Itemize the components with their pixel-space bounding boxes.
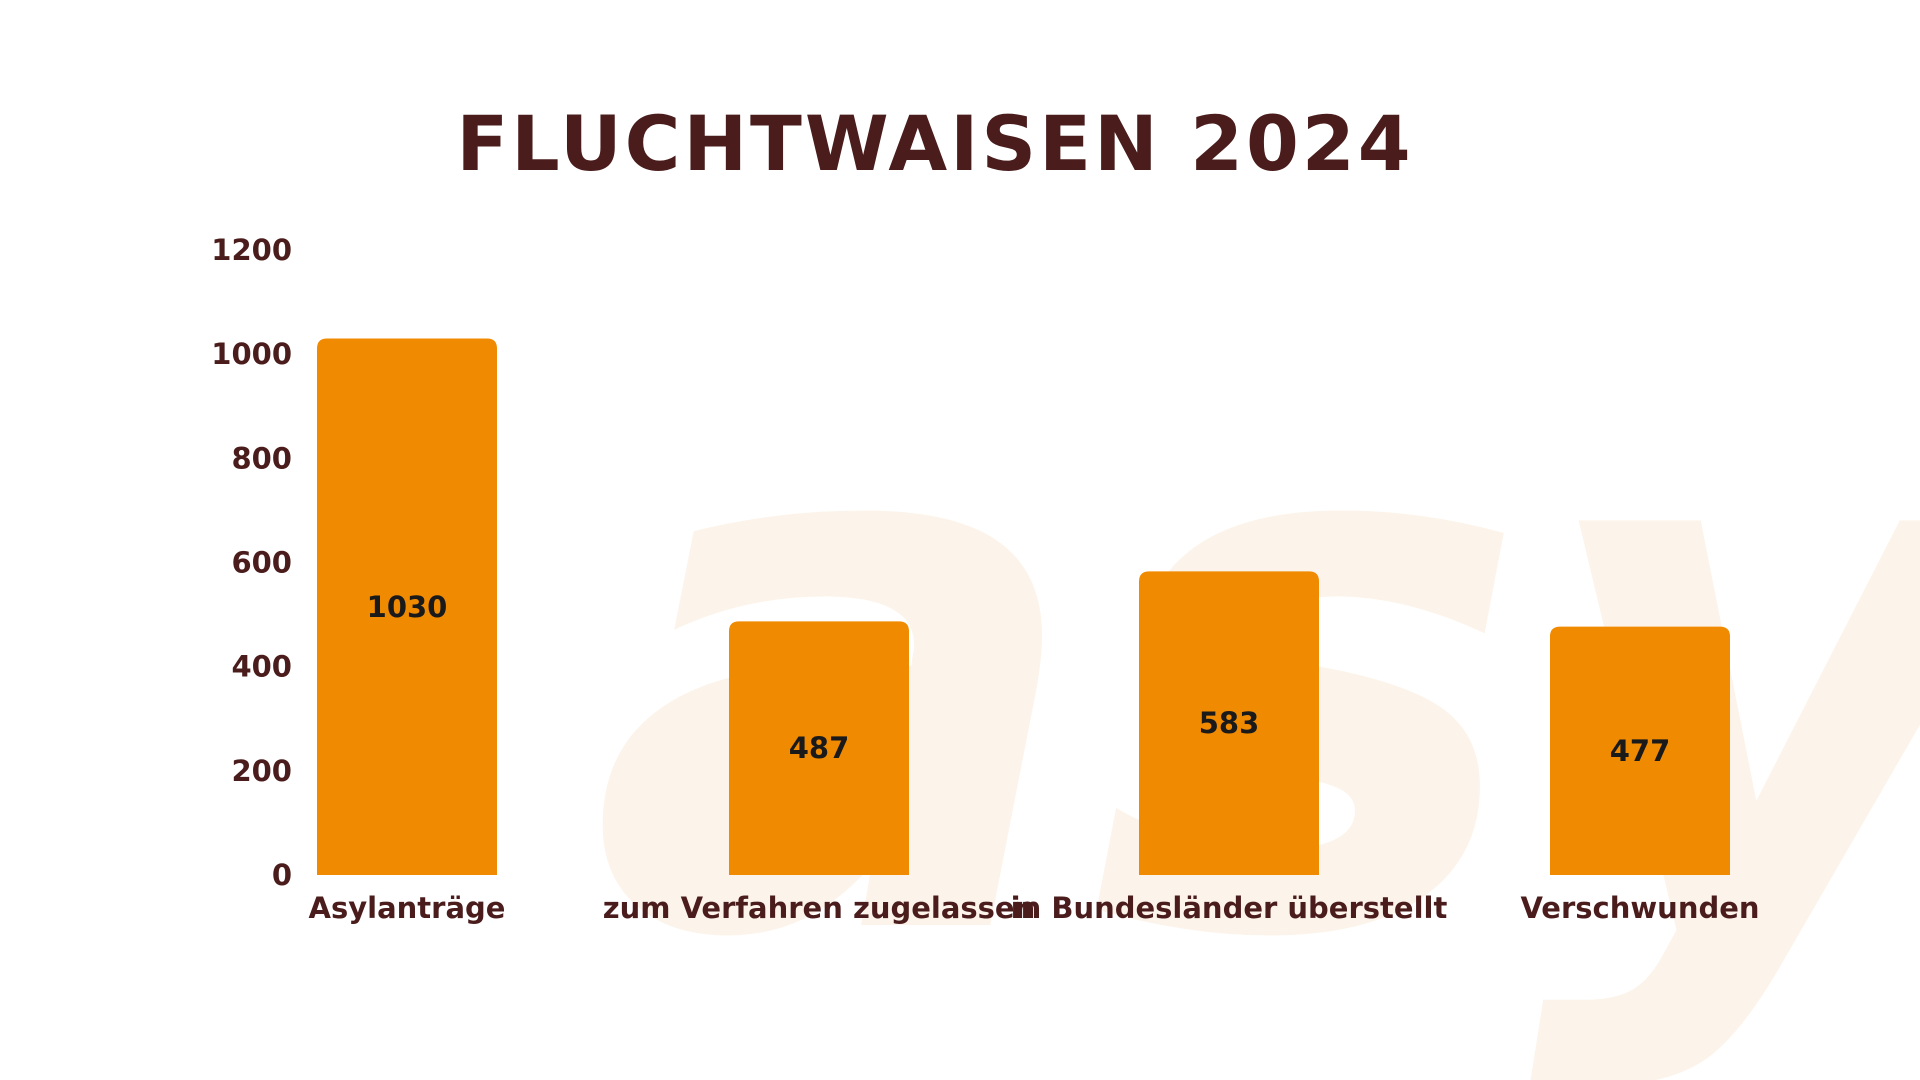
bars: 1030 487 583 477 xyxy=(317,338,1730,876)
category-label: zum Verfahren zugelassen xyxy=(603,891,1036,925)
bar-value-label: 487 xyxy=(789,731,850,765)
y-tick-label: 200 xyxy=(231,754,292,788)
y-tick-label: 600 xyxy=(231,546,292,580)
category-label: Verschwunden xyxy=(1520,891,1759,925)
bar-value-label: 477 xyxy=(1610,734,1671,768)
y-tick-label: 0 xyxy=(272,858,292,892)
y-tick-label: 400 xyxy=(231,650,292,684)
chart-title: FLUCHTWAISEN 2024 xyxy=(456,99,1413,188)
category-label: Asylanträge xyxy=(309,891,506,925)
y-tick-label: 1000 xyxy=(211,337,292,371)
y-axis: 0 200 400 600 800 1000 1200 xyxy=(211,233,292,892)
bar xyxy=(317,338,497,876)
bar xyxy=(1550,626,1730,875)
bar-value-label: 583 xyxy=(1199,706,1260,740)
bar-value-label: 1030 xyxy=(367,590,448,624)
y-tick-label: 800 xyxy=(231,441,292,475)
bar xyxy=(729,621,909,875)
bar xyxy=(1139,571,1319,875)
category-label: in Bundesländer überstellt xyxy=(1011,891,1448,925)
y-tick-label: 1200 xyxy=(211,233,292,267)
